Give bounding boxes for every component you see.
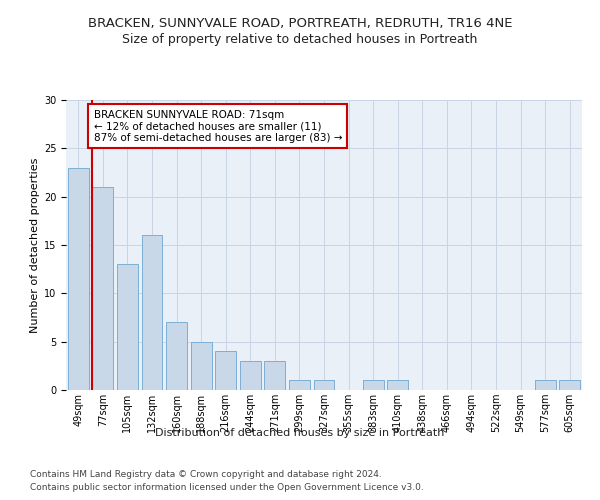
Bar	[191, 342, 212, 390]
Bar	[265, 361, 286, 390]
Bar	[215, 352, 236, 390]
Text: Contains public sector information licensed under the Open Government Licence v3: Contains public sector information licen…	[30, 482, 424, 492]
Y-axis label: Number of detached properties: Number of detached properties	[29, 158, 40, 332]
Bar	[535, 380, 556, 390]
Text: Distribution of detached houses by size in Portreath: Distribution of detached houses by size …	[155, 428, 445, 438]
Bar	[289, 380, 310, 390]
Bar	[314, 380, 334, 390]
Bar	[142, 236, 163, 390]
Text: Size of property relative to detached houses in Portreath: Size of property relative to detached ho…	[122, 32, 478, 46]
Bar	[362, 380, 383, 390]
Bar	[240, 361, 261, 390]
Text: BRACKEN SUNNYVALE ROAD: 71sqm
← 12% of detached houses are smaller (11)
87% of s: BRACKEN SUNNYVALE ROAD: 71sqm ← 12% of d…	[94, 110, 342, 143]
Bar	[117, 264, 138, 390]
Bar	[68, 168, 89, 390]
Bar	[559, 380, 580, 390]
Text: BRACKEN, SUNNYVALE ROAD, PORTREATH, REDRUTH, TR16 4NE: BRACKEN, SUNNYVALE ROAD, PORTREATH, REDR…	[88, 18, 512, 30]
Text: Contains HM Land Registry data © Crown copyright and database right 2024.: Contains HM Land Registry data © Crown c…	[30, 470, 382, 479]
Bar	[387, 380, 408, 390]
Bar	[92, 187, 113, 390]
Bar	[166, 322, 187, 390]
